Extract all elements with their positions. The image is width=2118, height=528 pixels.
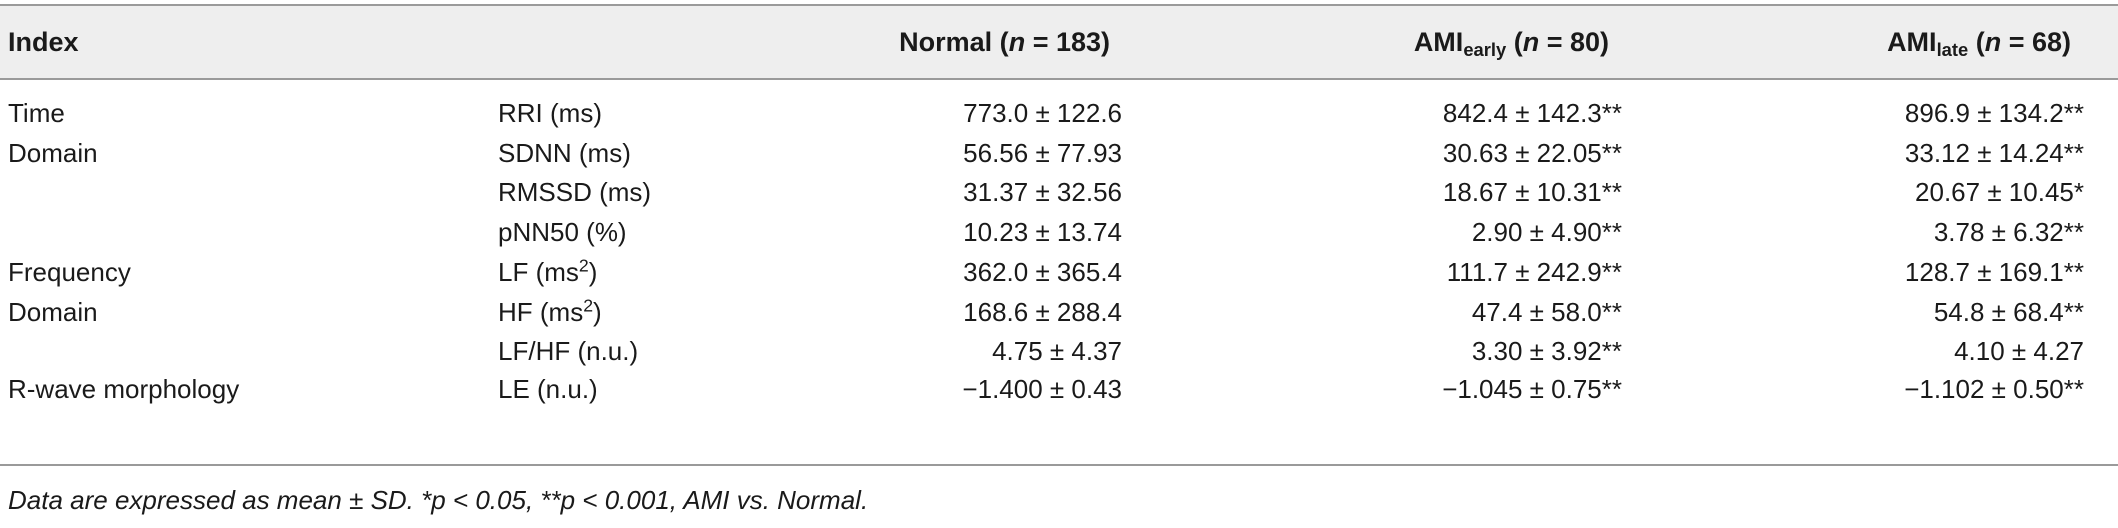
header-band <box>0 4 2118 79</box>
cell-ami-early: 842.4 ± 142.3** <box>1442 98 1622 128</box>
top-rule <box>0 4 2118 6</box>
cell-normal: 362.0 ± 365.4 <box>963 257 1122 287</box>
header-normal-n: n <box>1008 27 1026 57</box>
row-group-label: Domain <box>8 138 98 168</box>
cell-ami-late: 20.67 ± 10.45* <box>1915 177 2084 207</box>
cell-ami-late: 3.78 ± 6.32** <box>1933 217 2084 247</box>
cell-ami-early: 3.30 ± 3.92** <box>1471 336 1622 366</box>
row-metric: RRI (ms) <box>498 98 602 128</box>
cell-ami-late: 128.7 ± 169.1** <box>1904 257 2084 287</box>
cell-normal: 773.0 ± 122.6 <box>963 98 1122 128</box>
cell-ami-early: 2.90 ± 4.90** <box>1471 217 1622 247</box>
row-metric: LF/HF (n.u.) <box>498 336 639 366</box>
cell-normal: 168.6 ± 288.4 <box>963 297 1122 327</box>
header-normal: Normal (n = 183) <box>899 27 1110 57</box>
header-index: Index <box>8 27 79 57</box>
cell-ami-late: 4.10 ± 4.27 <box>1954 336 2084 366</box>
row-metric: LF (ms2) <box>498 255 598 287</box>
cell-ami-late: 896.9 ± 134.2** <box>1904 98 2084 128</box>
cell-normal: 31.37 ± 32.56 <box>963 177 1122 207</box>
cell-normal: 56.56 ± 77.93 <box>963 138 1122 168</box>
bottom-rule <box>0 464 2118 466</box>
header-ami-early: AMIearly (n = 80) <box>1413 27 1609 61</box>
row-metric: LE (n.u.) <box>498 374 598 404</box>
row-metric: RMSSD (ms) <box>498 177 652 207</box>
cell-normal: −1.400 ± 0.43 <box>962 374 1122 404</box>
row-group-label: Time <box>8 98 65 128</box>
cell-ami-late: 54.8 ± 68.4** <box>1933 297 2084 327</box>
cell-ami-early: 30.63 ± 22.05** <box>1442 138 1622 168</box>
row-group-label: Domain <box>8 297 98 327</box>
row-group-label: R-wave morphology <box>8 374 240 404</box>
cell-ami-late: 33.12 ± 14.24** <box>1904 138 2084 168</box>
row-metric: HF (ms2) <box>498 295 602 327</box>
cell-ami-early: 111.7 ± 242.9** <box>1446 257 1622 287</box>
cell-normal: 10.23 ± 13.74 <box>963 217 1122 247</box>
cell-ami-early: −1.045 ± 0.75** <box>1442 374 1622 404</box>
row-metric: SDNN (ms) <box>498 138 631 168</box>
cell-ami-late: −1.102 ± 0.50** <box>1904 374 2084 404</box>
row-group-label: Frequency <box>8 257 131 287</box>
footnote: Data are expressed as mean ± SD. *p < 0.… <box>8 485 869 515</box>
cell-ami-early: 47.4 ± 58.0** <box>1471 297 1622 327</box>
cell-ami-early: 18.67 ± 10.31** <box>1442 177 1622 207</box>
header-rule <box>0 78 2118 80</box>
row-metric: pNN50 (%) <box>498 217 627 247</box>
header-ami-late: AMIlate (n = 68) <box>1887 27 2071 61</box>
cell-normal: 4.75 ± 4.37 <box>992 336 1122 366</box>
